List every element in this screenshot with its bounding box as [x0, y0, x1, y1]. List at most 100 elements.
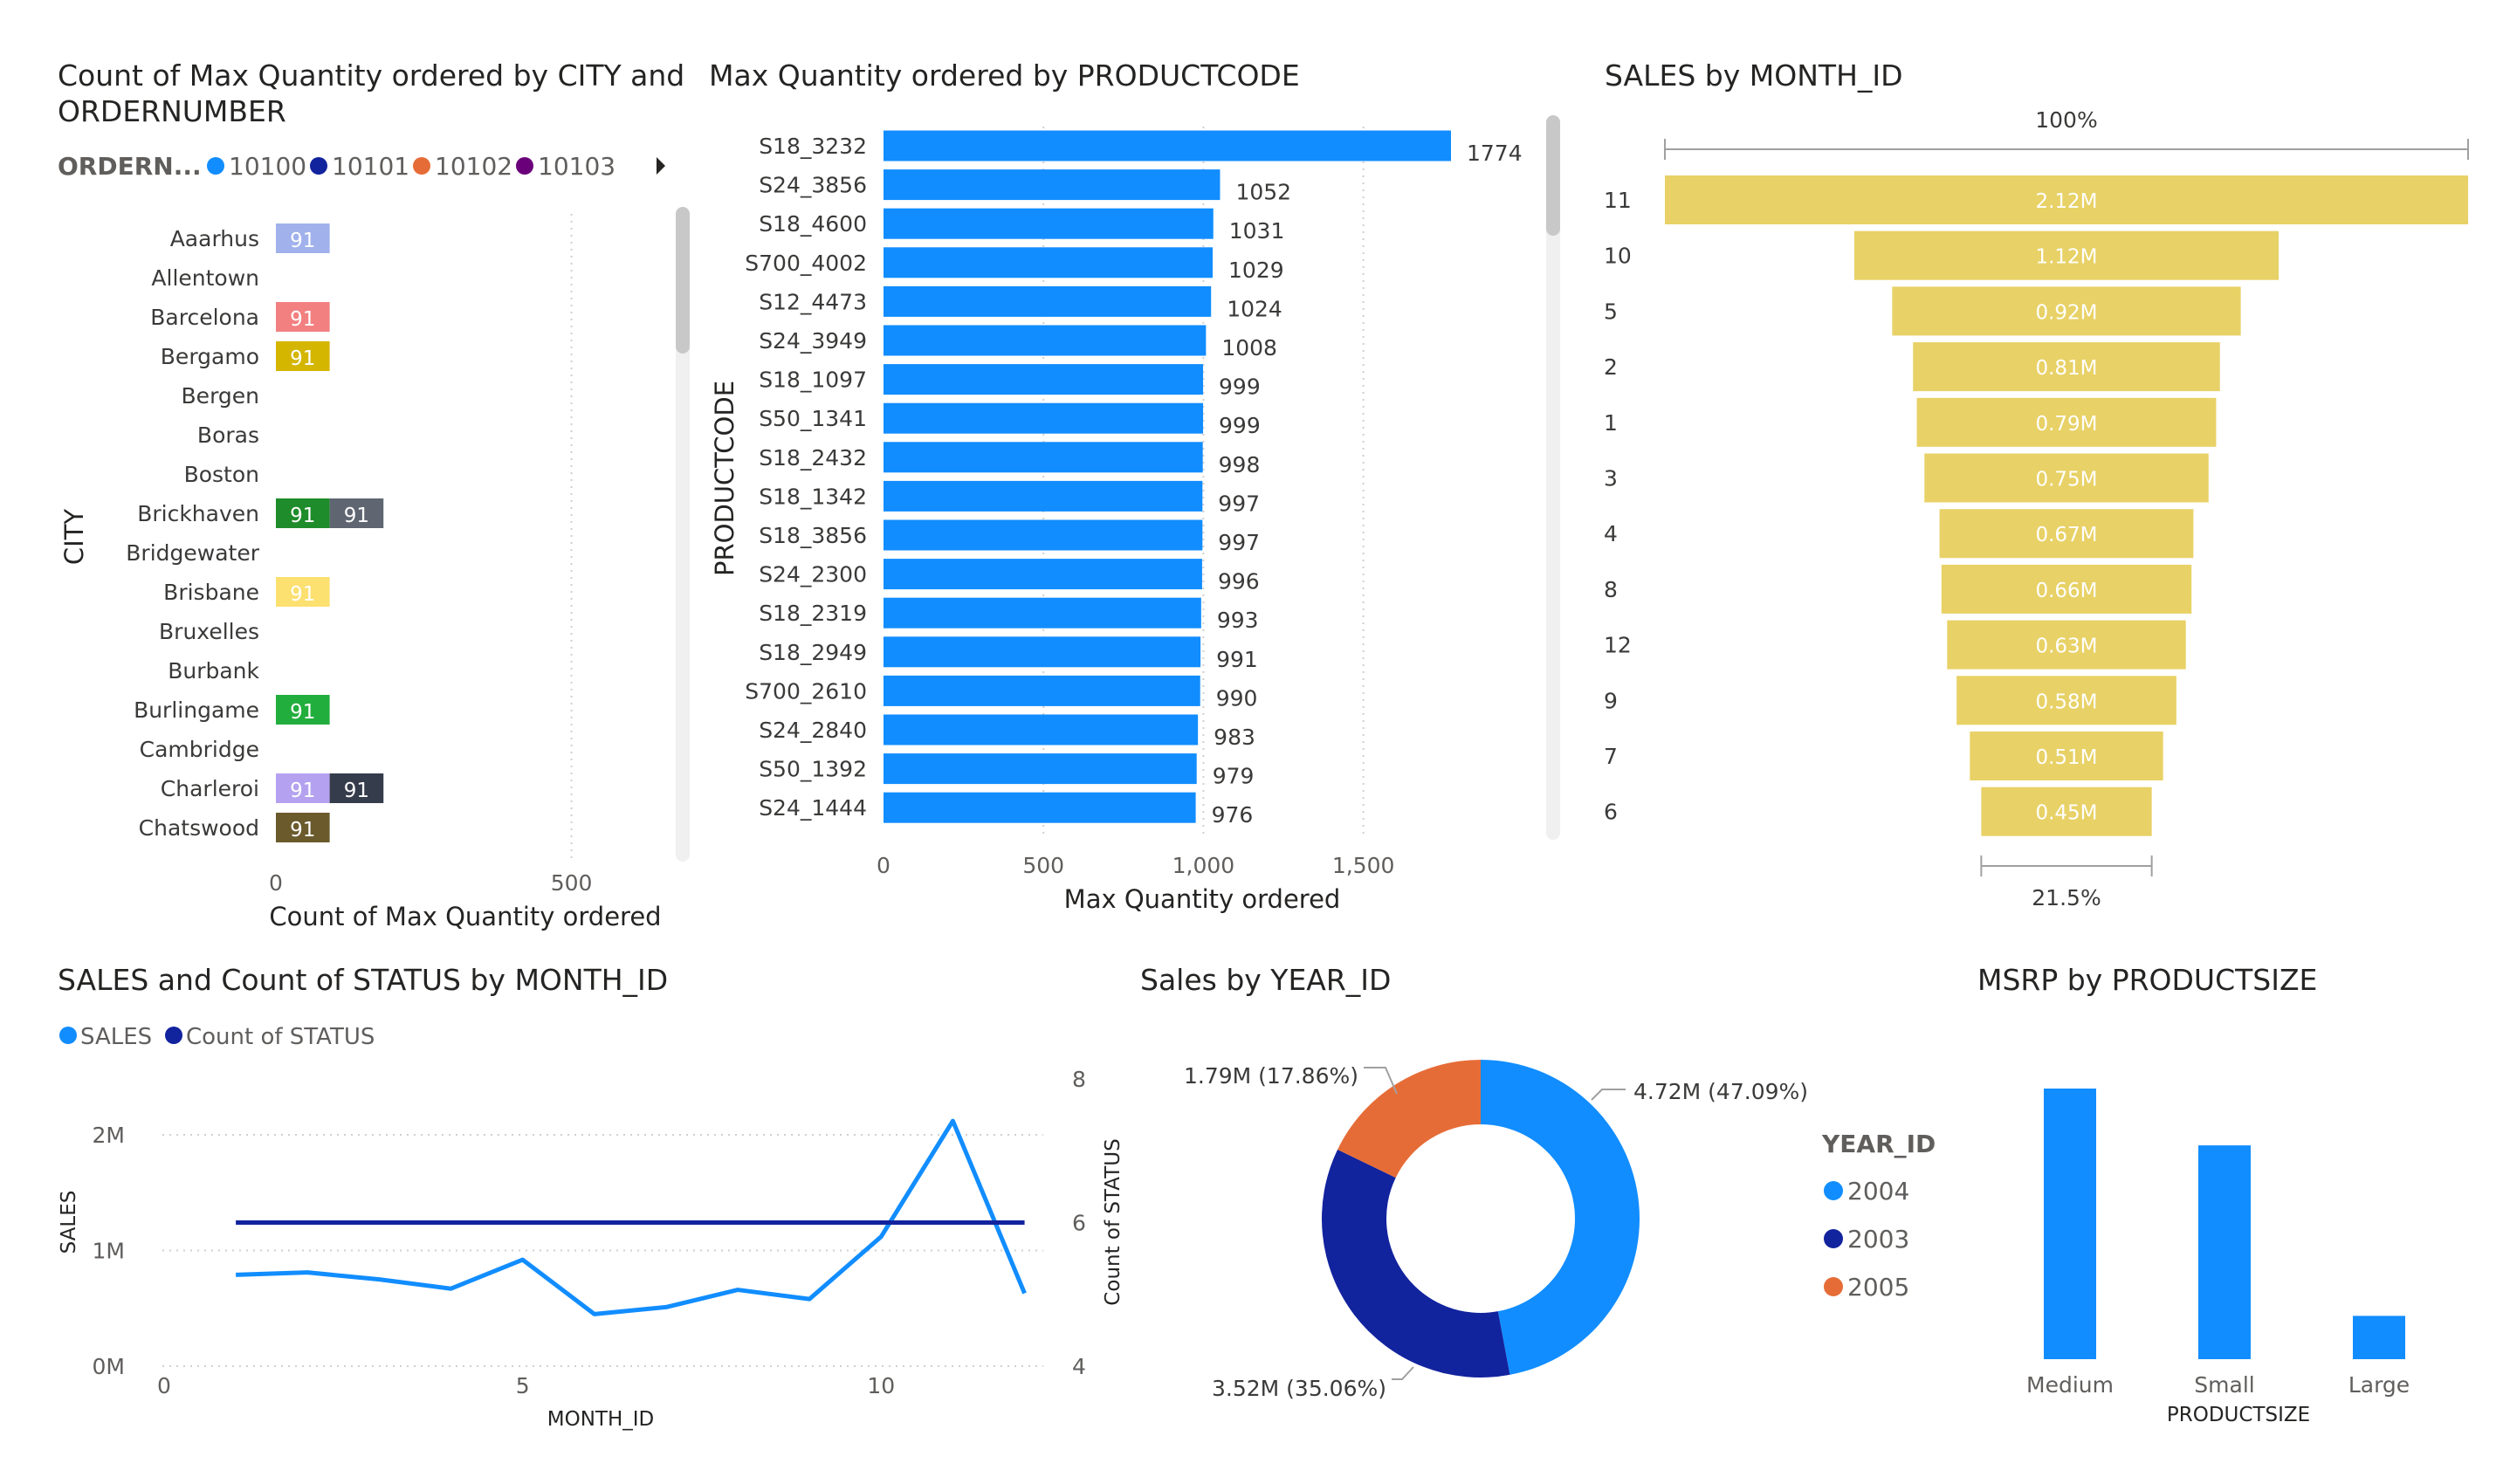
legend-next-arrow-icon[interactable] — [657, 157, 665, 175]
bar-label-bergamo-0: 91 — [290, 347, 315, 370]
y2-tick-6: 6 — [1072, 1211, 1086, 1236]
bar-s24-1444 — [884, 792, 1196, 823]
legend-label-10100: 10100 — [229, 152, 306, 181]
product-label-s700-2610: S700_2610 — [745, 678, 867, 704]
bar-value-s18-1097: 999 — [1219, 374, 1261, 400]
bar-charleroi-1 — [329, 773, 384, 803]
combo-series-lines — [236, 1118, 1027, 1316]
bar-value-s700-2610: 990 — [1216, 685, 1258, 711]
city-x-ticks: 0 500 — [269, 870, 592, 896]
city-scrollbar-track[interactable] — [676, 207, 690, 862]
funnel-bar-month-6 — [1981, 787, 2152, 836]
donut-slices — [1321, 1060, 1640, 1378]
combo-x-ticks: 0 5 10 — [157, 1373, 895, 1398]
x-tick-0: 0 — [157, 1373, 171, 1398]
bar-value-s18-2949: 991 — [1216, 647, 1258, 672]
msrp-bar-large — [2353, 1316, 2405, 1359]
bar-s18-1097 — [884, 364, 1204, 395]
city-chart-title-line1: Count of Max Quantity ordered by CITY an… — [58, 58, 684, 93]
bar-s18-4600 — [884, 208, 1214, 239]
combo-chart-title: SALES and Count of STATUS by MONTH_ID — [58, 963, 668, 997]
bar-label-chatswood-0: 91 — [290, 819, 315, 842]
y2-tick-4: 4 — [1072, 1354, 1086, 1379]
productcode-scrollbar-thumb[interactable] — [1546, 115, 1560, 236]
funnel-label-month-8: 8 — [1604, 577, 1618, 602]
product-label-s24-1444: S24_1444 — [759, 795, 867, 821]
funnel-value-month-7: 0.51M — [2035, 746, 2097, 769]
bar-aaarhus-0 — [276, 223, 330, 253]
sales-year-donut-chart: Sales by YEAR_ID 4.72M (47.09%) 3.52M (35… — [1140, 963, 1936, 1401]
bar-barcelona-0 — [276, 302, 330, 332]
city-label-aaarhus: Aaarhus — [170, 226, 259, 251]
funnel-label-month-2: 2 — [1604, 354, 1618, 380]
combo-y-axis-title: SALES — [58, 1191, 80, 1254]
city-label-brickhaven: Brickhaven — [137, 501, 259, 526]
city-label-bruxelles: Bruxelles — [159, 619, 259, 644]
msrp-bar-small — [2198, 1145, 2251, 1359]
legend-label-10102: 10102 — [435, 152, 512, 181]
funnel-bar-month-3 — [1924, 453, 2209, 503]
funnel-label-month-1: 1 — [1604, 410, 1618, 436]
city-legend: 10100 10101 10102 10103 — [207, 152, 615, 181]
legend-marker-count-of-status — [165, 1027, 182, 1044]
funnel-bar-month-9 — [1956, 676, 2176, 725]
funnel-bar-month-4 — [1939, 509, 2194, 559]
city-label-brisbane: Brisbane — [163, 580, 259, 605]
funnel-label-month-12: 12 — [1604, 633, 1632, 658]
bar-label-brickhaven-0: 91 — [290, 505, 315, 527]
bar-value-s18-1342: 997 — [1218, 491, 1260, 516]
funnel-chart: SALES by MONTH_ID 100% 11 10 5 2 1 3 4 8 12 9 7 6 2… — [1604, 58, 2469, 910]
msrp-category-small: Small — [2194, 1372, 2254, 1398]
bar-s50-1392 — [884, 753, 1197, 785]
product-label-s12-4473: S12_4473 — [759, 289, 867, 314]
msrp-chart-title: MSRP by PRODUCTSIZE — [1977, 963, 2317, 997]
legend-marker-10100 — [207, 157, 224, 175]
funnel-value-month-4: 0.67M — [2035, 524, 2097, 546]
bar-burlingame-0 — [276, 695, 330, 725]
msrp-productsize-chart: MSRP by PRODUCTSIZE Medium Small Large PRO… — [1977, 963, 2410, 1426]
bar-bergamo-0 — [276, 341, 330, 371]
funnel-value-month-12: 0.63M — [2035, 636, 2097, 658]
city-x-axis-title: Count of Max Quantity ordered — [269, 902, 661, 931]
donut-chart-title: Sales by YEAR_ID — [1140, 963, 1391, 997]
city-label-charleroi: Charleroi — [161, 776, 259, 801]
donut-slice-2004 — [1481, 1060, 1640, 1375]
city-scrollbar-thumb[interactable] — [676, 207, 690, 354]
bar-label-brisbane-0: 91 — [290, 583, 315, 606]
bar-label-aaarhus-0: 91 — [290, 230, 315, 252]
series-line-sales — [236, 1118, 1027, 1316]
combo-x-axis-title: MONTH_ID — [547, 1408, 655, 1431]
productcode-chart-title: Max Quantity ordered by PRODUCTCODE — [709, 58, 1300, 93]
funnel-top-percent: 100% — [2035, 107, 2097, 133]
bar-brickhaven-0 — [276, 498, 330, 528]
bar-value-s50-1392: 979 — [1213, 764, 1255, 789]
city-label-burlingame: Burlingame — [134, 697, 259, 723]
funnel-label-month-9: 9 — [1604, 688, 1618, 713]
bar-s24-2300 — [884, 559, 1202, 590]
x-tick-10: 10 — [867, 1373, 895, 1398]
bar-s18-3232 — [884, 130, 1451, 161]
funnel-label-month-11: 11 — [1604, 188, 1632, 213]
product-label-s18-4600: S18_4600 — [759, 211, 867, 237]
legend-marker-2003 — [1824, 1229, 1843, 1248]
funnel-label-month-5: 5 — [1604, 299, 1618, 324]
productcode-bars: 1774 1052 1031 1029 1024 1008 999 999 998 997 997 9… — [884, 130, 1523, 828]
productcode-x-ticks: 0 500 1,000 1,500 — [877, 853, 1394, 878]
bar-s18-2949 — [884, 636, 1201, 668]
x-tick-0: 0 — [877, 853, 890, 878]
combo-gridlines — [162, 1134, 1043, 1367]
productcode-scrollbar-track[interactable] — [1546, 115, 1560, 840]
funnel-value-month-2: 0.81M — [2035, 357, 2097, 380]
bar-value-s18-2432: 998 — [1219, 452, 1261, 477]
funnel-value-month-1: 0.79M — [2035, 413, 2097, 436]
bar-s24-3856 — [884, 169, 1221, 201]
legend-label-10101: 10101 — [332, 152, 409, 181]
bar-s700-4002 — [884, 247, 1214, 278]
legend-marker-10102 — [413, 157, 430, 175]
bar-s50-1341 — [884, 402, 1204, 434]
bar-s18-1342 — [884, 480, 1203, 512]
product-label-s24-2300: S24_2300 — [759, 562, 867, 587]
bar-value-s24-2840: 983 — [1214, 725, 1255, 750]
funnel-bottom-percent: 21.5% — [2032, 885, 2101, 910]
donut-legend: 2004 2003 2005 — [1824, 1177, 1909, 1302]
